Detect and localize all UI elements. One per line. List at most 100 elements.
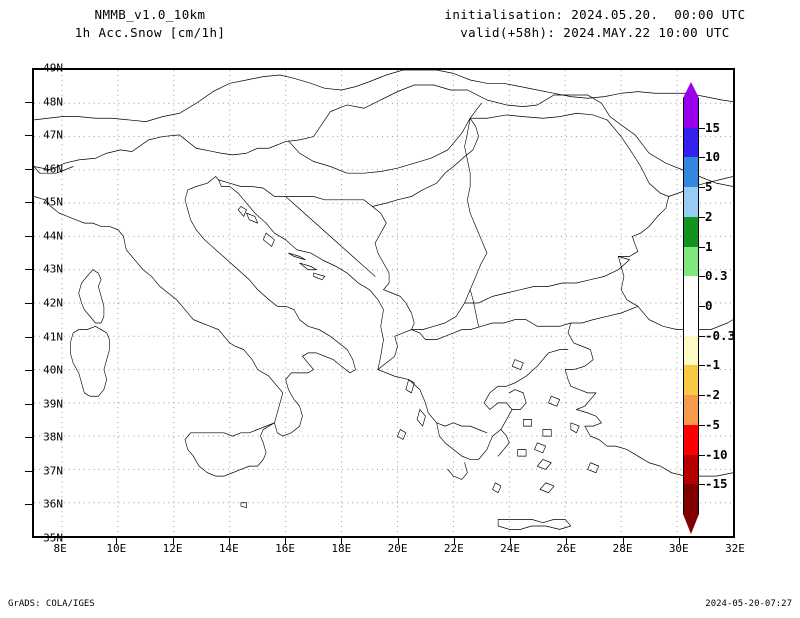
colorbar-tick-mark: [699, 216, 705, 218]
colorbar-segment: [683, 98, 699, 128]
y-axis-tick-label: 49N: [43, 61, 63, 75]
colorbar-tick-label: 2: [705, 208, 713, 224]
render-timestamp: 2024-05-20-07:27: [705, 599, 792, 609]
grads-credit: GrADS: COLA/IGES: [8, 599, 95, 609]
y-axis-tick-mark: [25, 269, 32, 271]
colorbar-tick-label: 0: [705, 298, 713, 313]
colorbar-tick-mark: [699, 276, 705, 278]
y-axis-tick-mark: [25, 403, 32, 405]
y-axis-tick-label: 44N: [43, 229, 63, 243]
title-block-right: initialisation: 2024.05.20. 00:00 UTC va…: [390, 6, 800, 42]
colorbar-tick-label: -10: [705, 446, 728, 462]
colorbar-arrow-bottom: [683, 514, 699, 534]
y-axis-tick-mark: [25, 235, 32, 237]
x-axis-tick-mark: [341, 538, 343, 544]
y-axis-tick-label: 37N: [43, 464, 63, 478]
y-axis-tick-label: 36N: [43, 497, 63, 511]
y-axis-tick-label: 41N: [43, 330, 63, 344]
colorbar: [683, 82, 699, 534]
colorbar-segment: [683, 187, 699, 217]
colorbar-tick-label: -15: [705, 476, 728, 492]
colorbar-tick-label: -5: [705, 416, 721, 432]
colorbar-segment: [683, 424, 699, 455]
x-axis-tick-label: 18E: [331, 542, 352, 555]
x-axis-tick-label: 32E: [725, 542, 745, 555]
y-axis-tick-label: 43N: [43, 262, 63, 276]
colorbar-tick-label: 10: [705, 149, 721, 165]
y-axis-tick-mark: [25, 101, 32, 103]
y-axis-tick-label: 46N: [43, 162, 63, 176]
y-axis-tick-label: 35N: [43, 531, 63, 545]
x-axis-tick-mark: [228, 538, 230, 544]
colorbar-tick-label: 5: [705, 179, 713, 195]
x-axis-tick-label: 22E: [443, 542, 464, 555]
colorbar-segment: [683, 365, 699, 396]
colorbar-tick-label: 1: [705, 238, 713, 254]
y-axis-tick-label: 40N: [43, 363, 63, 377]
y-axis-tick-mark: [25, 168, 32, 170]
colorbar-tick-mark: [699, 127, 705, 129]
x-axis-tick-mark: [116, 538, 118, 544]
x-axis-tick-mark: [397, 538, 399, 544]
field-title: 1h Acc.Snow [cm/1h]: [74, 25, 226, 40]
x-axis-tick-mark: [622, 538, 624, 544]
title-block-left: NMMB_v1.0_10km 1h Acc.Snow [cm/1h]: [0, 6, 300, 42]
colorbar-segment: [683, 395, 699, 425]
y-axis-tick-mark: [25, 303, 32, 304]
gridlines: [34, 70, 733, 536]
colorbar-tick-mark: [699, 424, 705, 426]
colorbar-segment: [683, 454, 699, 485]
coastline-map: [34, 70, 733, 530]
y-axis-tick-label: 42N: [43, 296, 63, 310]
x-axis-tick-mark: [566, 538, 568, 544]
y-axis-tick-label: 48N: [43, 95, 63, 109]
x-axis-tick-mark: [453, 538, 455, 544]
x-axis-tick-mark: [285, 538, 287, 544]
colorbar-tick-label: 0.3: [705, 268, 728, 284]
valid-time: valid(+58h): 2024.MAY.22 10:00 UTC: [460, 25, 730, 40]
colorbar-tick-mark: [699, 395, 705, 397]
y-axis-tick-mark: [25, 336, 32, 338]
x-axis-tick-label: 16E: [275, 542, 296, 555]
x-axis-tick-label: 14E: [218, 542, 239, 555]
model-title: NMMB_v1.0_10km: [94, 7, 206, 22]
y-axis-tick-mark: [25, 470, 32, 472]
y-axis-tick-label: 47N: [43, 128, 63, 142]
x-axis-tick-label: 28E: [612, 542, 633, 555]
y-axis-tick-mark: [25, 202, 32, 204]
colorbar-tick-mark: [699, 187, 705, 189]
colorbar-segment: [683, 246, 699, 277]
x-axis-tick-mark: [172, 538, 174, 544]
colorbar-tick-mark: [699, 454, 705, 456]
x-axis-tick-label: 24E: [500, 542, 520, 555]
y-axis-tick-label: 38N: [43, 430, 63, 444]
colorbar-arrow-top: [683, 82, 699, 98]
y-axis-tick-label: 45N: [43, 195, 63, 209]
x-axis-tick-label: 8E: [53, 542, 67, 555]
colorbar-tick-label: 15: [705, 119, 721, 135]
colorbar-segment: [683, 127, 699, 158]
colorbar-tick-mark: [699, 335, 705, 337]
colorbar-tick-mark: [699, 484, 705, 486]
colorbar-tick-label: -1: [705, 357, 721, 373]
y-axis-tick-mark: [25, 370, 32, 372]
map-plot-area: [32, 68, 735, 538]
colorbar-tick-mark: [699, 306, 705, 307]
y-axis-tick-label: 39N: [43, 397, 63, 411]
y-axis-tick-mark: [25, 135, 32, 137]
colorbar-segment: [683, 157, 699, 188]
x-axis-tick-mark: [510, 538, 512, 544]
y-axis-tick-mark: [25, 437, 32, 439]
initialisation-time: initialisation: 2024.05.20. 00:00 UTC: [444, 7, 746, 22]
colorbar-segment: [683, 216, 699, 247]
colorbar-segment: [683, 276, 699, 306]
colorbar-segment: [683, 484, 699, 514]
x-axis-tick-label: 20E: [387, 542, 408, 555]
colorbar-segment: [683, 335, 699, 366]
colorbar-tick-label: -2: [705, 387, 721, 403]
x-axis-tick-mark: [678, 538, 680, 544]
colorbar-tick-mark: [699, 246, 705, 248]
x-axis-tick-label: 12E: [162, 542, 183, 555]
x-axis-tick-label: 26E: [556, 542, 577, 555]
colorbar-tick-mark: [699, 365, 705, 367]
